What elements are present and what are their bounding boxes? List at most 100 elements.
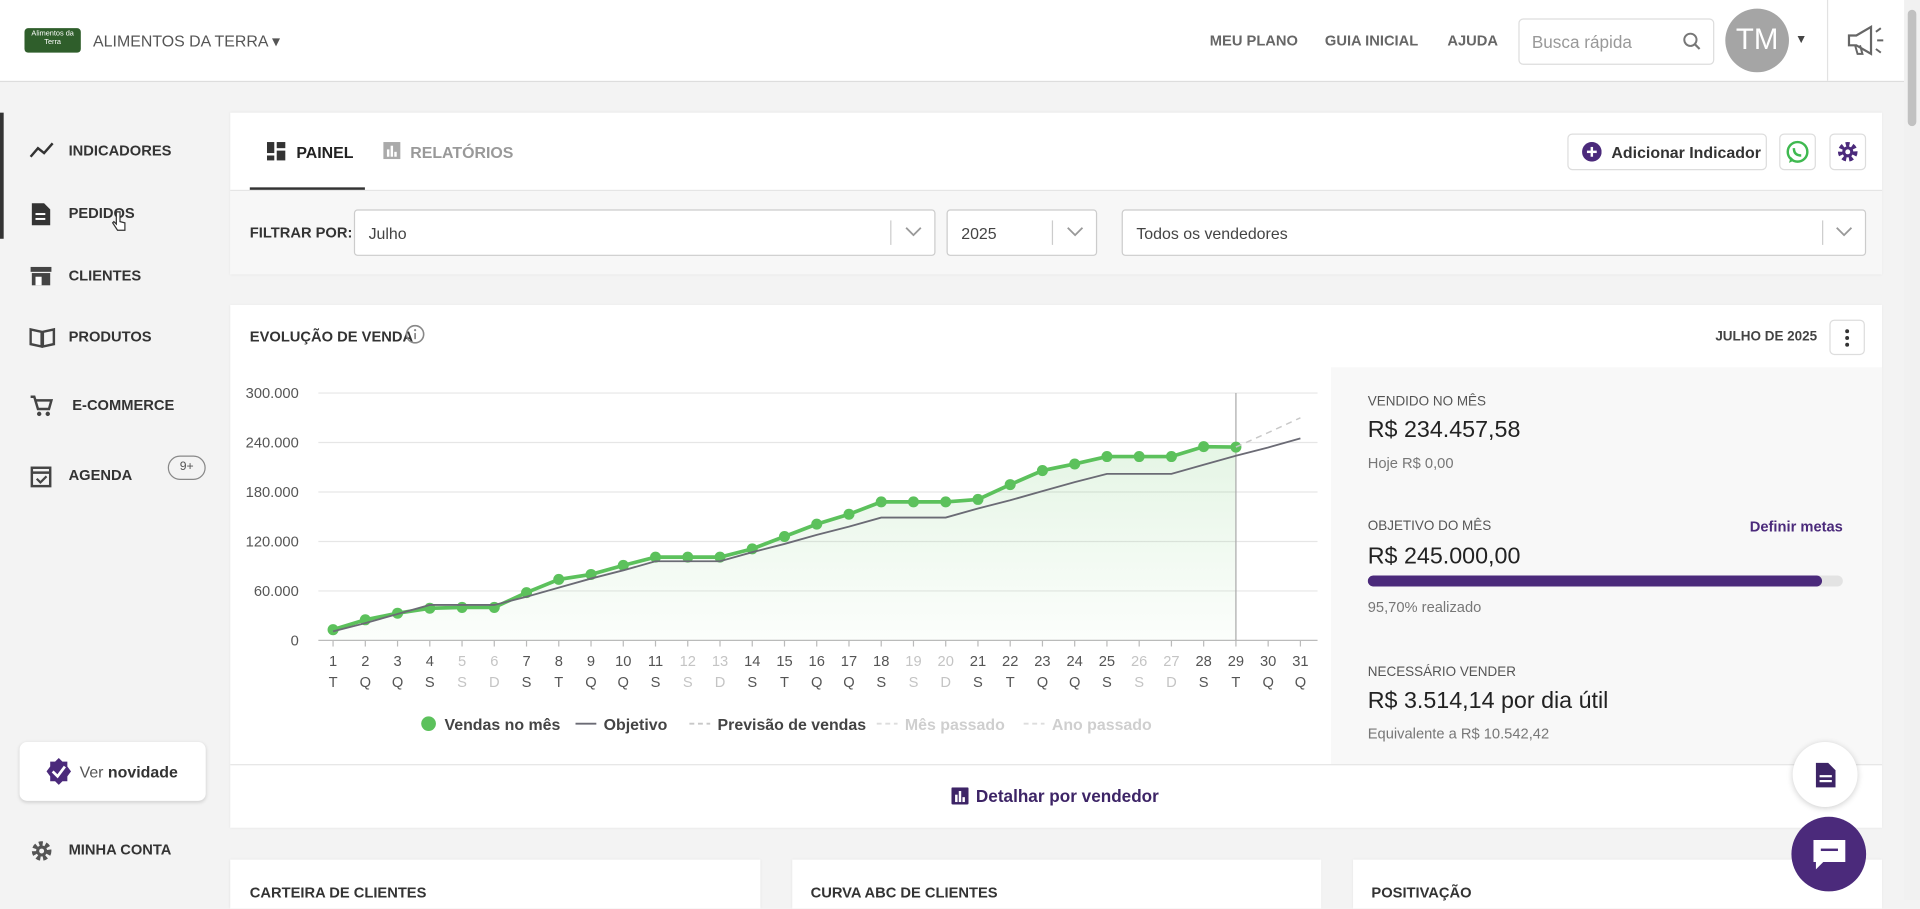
weekday-label: Q [843, 675, 854, 691]
x-tick-label: 10 [615, 654, 631, 670]
nav-label: PRODUTOS [68, 328, 152, 346]
document-fab[interactable] [1792, 742, 1858, 807]
weekday-label: S [522, 675, 532, 691]
x-tick-label: 18 [873, 654, 889, 670]
sales-point [843, 508, 855, 520]
menu-button[interactable] [1829, 319, 1865, 356]
x-tick-label: 29 [1228, 654, 1244, 670]
sales-point [1004, 479, 1016, 491]
add-indicator-button[interactable]: Adicionar Indicador [1567, 133, 1767, 171]
x-tick-label: 24 [1067, 654, 1083, 670]
card: CURVA ABC DE CLIENTES [792, 859, 1322, 909]
nav-item[interactable]: AGENDA 9+ [0, 452, 220, 501]
logo-text: Alimentos da [31, 30, 74, 38]
nav-item[interactable]: INDICADORES [0, 127, 220, 176]
detail-link-text: Detalhar por vendedor [975, 786, 1159, 806]
weekday-label: S [747, 675, 757, 691]
set-goals-link[interactable]: Definir metas [1749, 517, 1843, 536]
nav-link[interactable]: MEU PLANO [1209, 31, 1298, 49]
divider [230, 764, 1883, 766]
avatar[interactable]: TM [1725, 8, 1789, 73]
x-tick-label: 19 [905, 654, 921, 670]
logo-text: Terra [44, 39, 62, 47]
search-box[interactable]: Busca rápida [1518, 18, 1715, 65]
info-icon[interactable] [405, 324, 425, 344]
whatsapp-icon [1786, 140, 1809, 163]
announcements-icon[interactable] [1845, 23, 1887, 57]
sales-point [940, 496, 952, 508]
active-indicator [0, 112, 4, 239]
scrollbar-thumb[interactable] [1907, 9, 1917, 127]
nav-item[interactable]: MINHA CONTA [0, 827, 220, 876]
weekday-label: Q [360, 675, 371, 691]
y-tick-label: 300.000 [246, 386, 299, 402]
nav-link[interactable]: AJUDA [1447, 31, 1498, 49]
logo[interactable]: Alimentos da Terra [24, 28, 81, 53]
x-tick-label: 23 [1034, 654, 1050, 670]
sales-point [1198, 441, 1210, 453]
weekday-label: T [329, 675, 338, 691]
stat-label: VENDIDO NO MÊS [1367, 394, 1487, 409]
dashboard-header: PAINEL RELATÓRIOS Adicionar Indicador FI… [230, 112, 1883, 275]
nav-link[interactable]: GUIA INICIAL [1324, 31, 1419, 49]
weekday-label: S [1199, 675, 1209, 691]
weekday-label: T [1006, 675, 1015, 691]
progress-bar [1367, 575, 1823, 587]
x-tick-label: 22 [1002, 654, 1018, 670]
tab[interactable]: RELATÓRIOS [410, 143, 514, 162]
nav-item[interactable]: CLIENTES [0, 252, 220, 301]
chevron [1067, 227, 1084, 237]
seller-select[interactable]: Todos os vendedores [1121, 209, 1867, 256]
avatar-caret[interactable]: ▼ [1795, 33, 1808, 47]
x-tick-label: 12 [680, 654, 696, 670]
top-bar: Alimentos da Terra ALIMENTOS DA TERRA ▾ … [0, 0, 1905, 83]
nav-label: CLIENTES [68, 266, 142, 285]
y-tick-label: 60.000 [254, 584, 299, 600]
x-tick-label: 5 [458, 654, 466, 670]
divider [1826, 0, 1829, 81]
weekday-label: D [489, 675, 500, 691]
verified-icon [46, 757, 72, 785]
nav-label: AGENDA [68, 466, 133, 484]
tab-icon [266, 142, 286, 161]
sales-point [811, 518, 823, 530]
x-tick-label: 31 [1292, 654, 1308, 670]
nav-label: E-COMMERCE [72, 396, 175, 414]
sales-point [327, 624, 339, 636]
sales-point [682, 551, 694, 563]
weekday-label: T [554, 675, 563, 691]
scrollbar[interactable] [1904, 0, 1920, 901]
nav-item[interactable]: E-COMMERCE [0, 382, 220, 431]
stat-value: R$ 3.514,14 por dia útil [1367, 688, 1609, 714]
nav-item[interactable]: PEDIDOS [0, 190, 220, 239]
whatsapp-button[interactable] [1779, 133, 1816, 171]
weekday-label: S [973, 675, 983, 691]
x-tick-label: 1 [329, 654, 337, 670]
news-prefix: Ver [79, 762, 104, 782]
x-tick-label: 11 [648, 654, 663, 670]
y-tick-label: 0 [291, 633, 299, 649]
icon [30, 395, 54, 417]
chevron [1836, 227, 1853, 237]
divider [230, 189, 1883, 192]
chat-fab[interactable] [1791, 816, 1867, 892]
news-bold: novidade [107, 762, 178, 782]
company-selector[interactable]: ALIMENTOS DA TERRA ▾ [93, 31, 281, 51]
weekday-label: Q [1295, 675, 1306, 691]
sales-point [617, 559, 629, 571]
x-tick-label: 28 [1196, 654, 1212, 670]
card-title: CARTEIRA DE CLIENTES [249, 884, 427, 902]
tab[interactable]: PAINEL [296, 143, 354, 162]
year-select[interactable]: 2025 [946, 209, 1098, 256]
x-tick-label: 7 [522, 654, 530, 670]
nav-item[interactable]: PRODUTOS [0, 313, 220, 362]
x-tick-label: 25 [1099, 654, 1115, 670]
settings-button[interactable] [1829, 133, 1867, 171]
detail-link[interactable]: Detalhar por vendedor [951, 786, 1159, 806]
weekday-label: Q [811, 675, 822, 691]
news-button[interactable]: Ver novidade [19, 742, 206, 801]
stats-panel: VENDIDO NO MÊS R$ 234.457,58 Hoje R$ 0,0… [1331, 367, 1883, 765]
stat-value: R$ 245.000,00 [1367, 543, 1521, 570]
month-select[interactable]: Julho [353, 209, 936, 256]
